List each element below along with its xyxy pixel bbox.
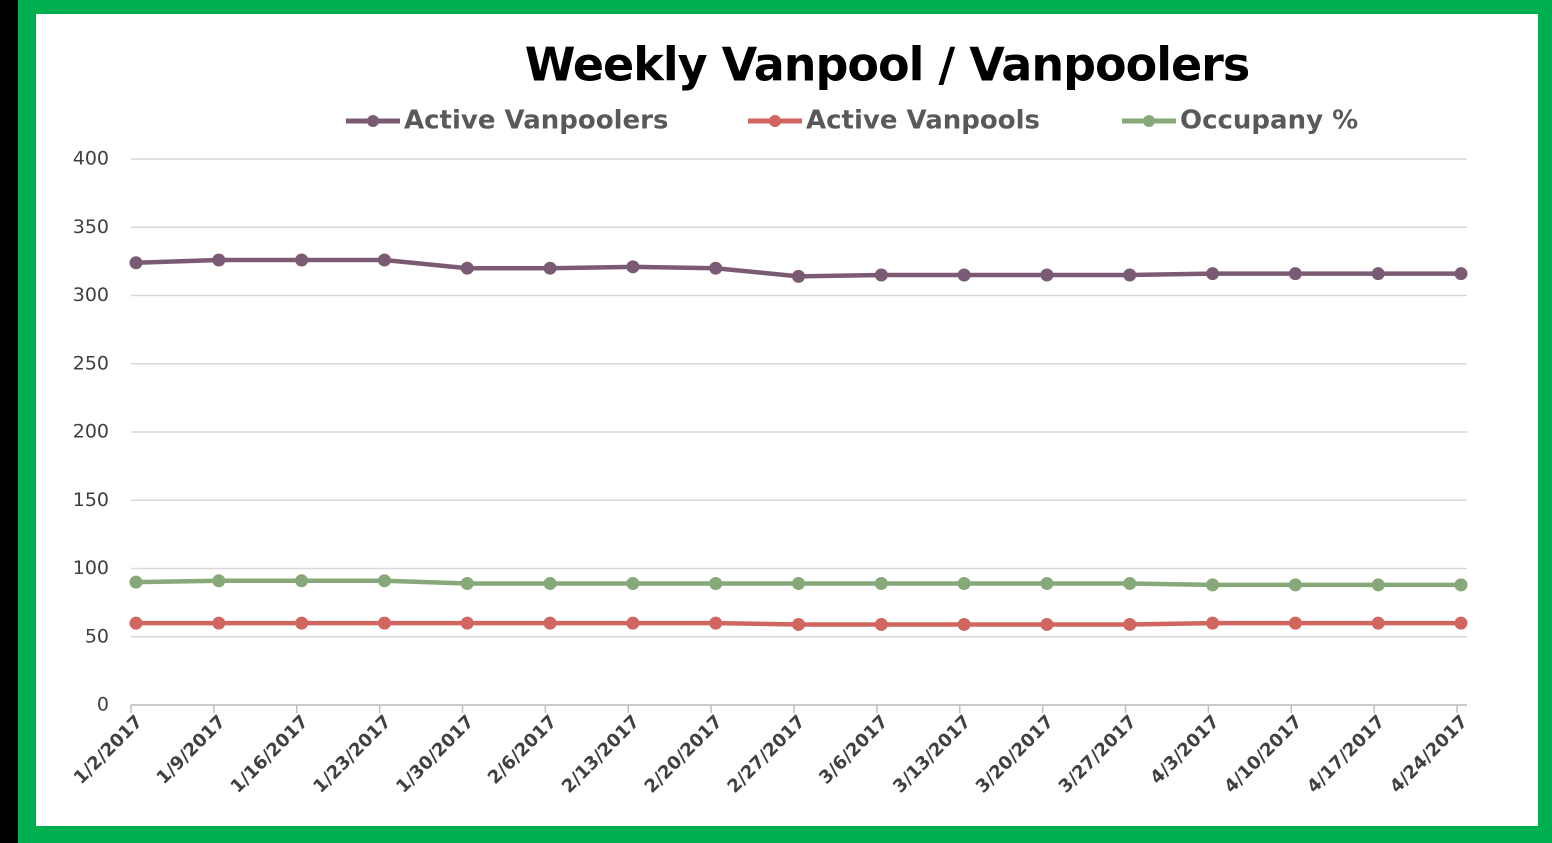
point [377, 253, 391, 267]
point [543, 616, 557, 630]
point [295, 574, 309, 588]
point [377, 616, 391, 630]
point [1288, 616, 1302, 630]
frame-edge [0, 0, 18, 843]
point [460, 616, 474, 630]
y-tick-label: 0 [97, 694, 109, 716]
point [874, 617, 888, 631]
point [377, 574, 391, 588]
legend-label: Occupany % [1180, 106, 1358, 136]
point [957, 268, 971, 282]
point [212, 253, 226, 267]
point [1040, 617, 1054, 631]
point [1371, 267, 1385, 281]
point [792, 577, 805, 591]
point [1123, 577, 1137, 591]
point [1371, 578, 1385, 592]
y-tick-label: 50 [85, 625, 109, 647]
point [1371, 616, 1385, 630]
point [212, 616, 226, 630]
point [295, 253, 309, 267]
legend-marker [1143, 115, 1155, 127]
legend-label: Active Vanpoolers [404, 106, 668, 136]
point [709, 577, 723, 591]
point [460, 261, 474, 275]
y-tick-label: 400 [73, 148, 109, 170]
point [957, 617, 971, 631]
point [1206, 616, 1220, 630]
point [1123, 268, 1137, 282]
point [1454, 267, 1468, 281]
point [460, 577, 474, 591]
point [626, 577, 640, 591]
legend-label: Active Vanpools [806, 106, 1040, 136]
point [626, 260, 640, 274]
y-tick-label: 300 [73, 284, 109, 306]
point [1040, 577, 1054, 591]
point [626, 616, 640, 630]
point [792, 269, 805, 283]
point [792, 617, 805, 631]
point [1454, 616, 1468, 630]
point [1123, 617, 1137, 631]
point [874, 268, 888, 282]
point [1288, 578, 1302, 592]
y-tick-label: 350 [73, 216, 109, 238]
point [1288, 267, 1302, 281]
point [1040, 268, 1054, 282]
y-tick-label: 150 [73, 489, 109, 511]
point [543, 261, 557, 275]
y-tick-label: 200 [73, 421, 109, 443]
y-tick-label: 100 [73, 557, 109, 579]
point [543, 577, 557, 591]
point [295, 616, 309, 630]
point [1206, 578, 1220, 592]
chart-title: Weekly Vanpool / Vanpoolers [525, 38, 1250, 92]
point [709, 261, 723, 275]
point [129, 575, 143, 589]
point [1206, 267, 1220, 281]
legend-marker [769, 115, 781, 127]
point [212, 574, 226, 588]
point [129, 616, 143, 630]
point [957, 577, 971, 591]
point [1454, 578, 1468, 592]
chart-area [36, 14, 1538, 826]
point [129, 256, 143, 270]
point [709, 616, 723, 630]
point [874, 577, 888, 591]
legend-marker [367, 115, 379, 127]
y-tick-label: 250 [73, 352, 109, 374]
